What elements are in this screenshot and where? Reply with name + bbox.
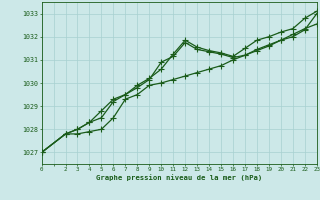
X-axis label: Graphe pression niveau de la mer (hPa): Graphe pression niveau de la mer (hPa) — [96, 174, 262, 181]
